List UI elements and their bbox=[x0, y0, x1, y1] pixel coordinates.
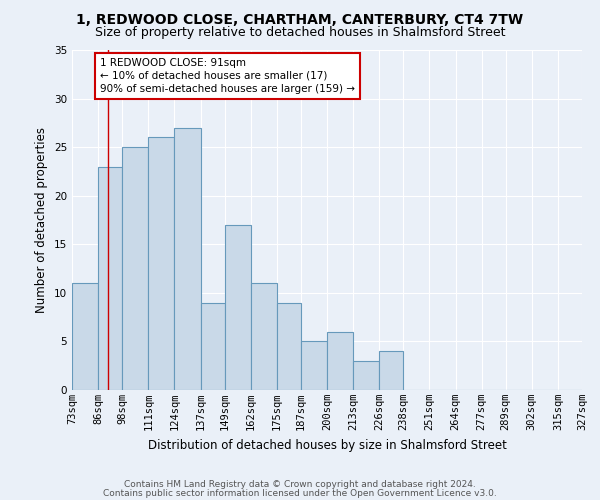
Bar bbox=[200, 302, 224, 390]
Bar bbox=[301, 342, 327, 390]
Bar bbox=[379, 351, 403, 390]
Text: Contains HM Land Registry data © Crown copyright and database right 2024.: Contains HM Land Registry data © Crown c… bbox=[124, 480, 476, 489]
Text: Size of property relative to detached houses in Shalmsford Street: Size of property relative to detached ho… bbox=[95, 26, 505, 39]
Bar bbox=[98, 166, 122, 390]
Bar bbox=[175, 128, 200, 390]
X-axis label: Distribution of detached houses by size in Shalmsford Street: Distribution of detached houses by size … bbox=[148, 438, 506, 452]
Bar bbox=[224, 225, 251, 390]
Text: 1 REDWOOD CLOSE: 91sqm
← 10% of detached houses are smaller (17)
90% of semi-det: 1 REDWOOD CLOSE: 91sqm ← 10% of detached… bbox=[100, 58, 355, 94]
Bar bbox=[277, 302, 301, 390]
Bar bbox=[353, 361, 379, 390]
Bar bbox=[148, 138, 175, 390]
Bar bbox=[72, 283, 98, 390]
Bar bbox=[251, 283, 277, 390]
Text: Contains public sector information licensed under the Open Government Licence v3: Contains public sector information licen… bbox=[103, 489, 497, 498]
Y-axis label: Number of detached properties: Number of detached properties bbox=[35, 127, 49, 313]
Text: 1, REDWOOD CLOSE, CHARTHAM, CANTERBURY, CT4 7TW: 1, REDWOOD CLOSE, CHARTHAM, CANTERBURY, … bbox=[76, 12, 524, 26]
Bar bbox=[122, 147, 148, 390]
Bar bbox=[327, 332, 353, 390]
